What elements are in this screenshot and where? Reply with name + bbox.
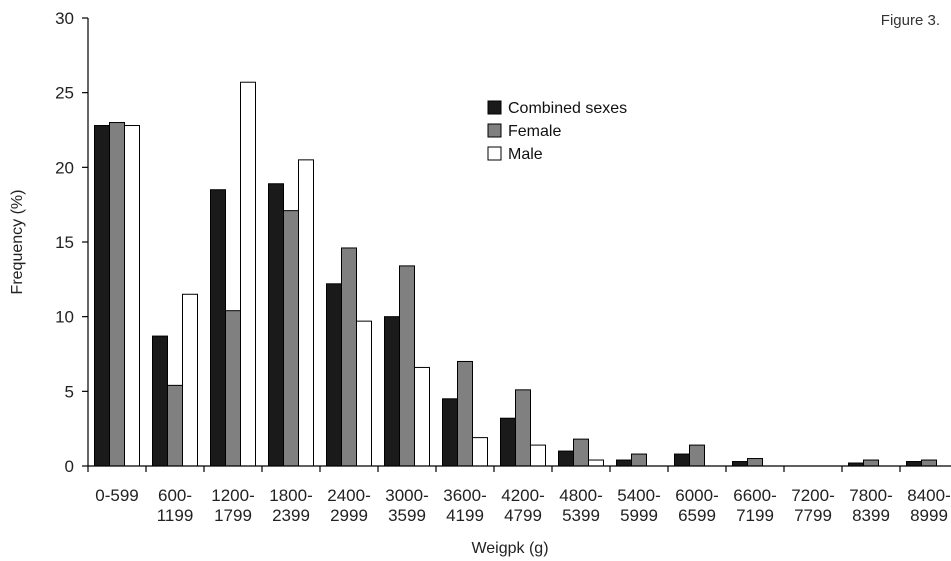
legend-label: Male xyxy=(508,146,543,163)
legend-swatch xyxy=(487,123,502,138)
x-tick-label: 7799 xyxy=(794,506,832,525)
bar xyxy=(689,444,705,467)
x-tick-label: 4199 xyxy=(446,506,484,525)
y-axis-title: Frequency (%) xyxy=(9,190,26,295)
bar xyxy=(210,189,226,467)
x-tick-label: 8399 xyxy=(852,506,890,525)
y-tick-label: 15 xyxy=(55,233,74,252)
bar xyxy=(530,444,546,467)
bar xyxy=(109,122,125,467)
x-tick-label: 5400- xyxy=(617,486,660,505)
y-tick-label: 30 xyxy=(55,9,74,28)
bar xyxy=(515,389,531,467)
x-tick-label: 7800- xyxy=(849,486,892,505)
bar xyxy=(167,384,183,467)
x-axis-title: Weigpk (g) xyxy=(471,540,548,557)
bar xyxy=(414,366,430,467)
y-axis: 0 5 10 15 20 25 30 xyxy=(55,9,89,476)
bar xyxy=(863,459,879,467)
bar xyxy=(500,417,516,467)
bar xyxy=(631,453,647,467)
bar xyxy=(558,450,574,467)
y-tick-label: 25 xyxy=(55,84,74,103)
x-tick-label: 600- xyxy=(158,486,192,505)
x-tick-label: 2999 xyxy=(330,506,368,525)
bar xyxy=(240,81,256,467)
bar xyxy=(442,398,458,467)
legend-label: Female xyxy=(508,123,561,140)
y-tick-label: 5 xyxy=(65,382,74,401)
x-tick-label: 3600- xyxy=(443,486,486,505)
x-tick-label: 1200- xyxy=(211,486,254,505)
x-tick-label: 0-599 xyxy=(95,486,138,505)
bar xyxy=(573,438,589,467)
x-tick-label: 4800- xyxy=(559,486,602,505)
bar xyxy=(399,265,415,467)
figure-label: Figure 3. xyxy=(881,12,940,29)
bar xyxy=(182,293,198,467)
bar xyxy=(921,459,937,467)
x-tick-label: 2399 xyxy=(272,506,310,525)
x-tick-label: 5399 xyxy=(562,506,600,525)
x-tick-label: 7199 xyxy=(736,506,774,525)
legend-label: Combined sexes xyxy=(508,100,627,117)
bar xyxy=(674,453,690,467)
x-tick-label: 8999 xyxy=(910,506,948,525)
bar xyxy=(225,310,241,467)
bar xyxy=(283,210,299,467)
x-tick-label: 8400- xyxy=(907,486,950,505)
bar xyxy=(588,459,604,467)
x-axis: 0-599 600-1199 1200-1799 1800-2399 2400-2999… xyxy=(87,465,951,525)
x-tick-label: 6600- xyxy=(733,486,776,505)
x-tick-label: 1799 xyxy=(214,506,252,525)
x-tick-label: 1199 xyxy=(157,506,194,525)
bar xyxy=(472,437,488,467)
bar xyxy=(341,247,357,467)
bar xyxy=(906,461,922,467)
x-tick-label: 5999 xyxy=(620,506,658,525)
bar xyxy=(747,458,763,467)
x-tick-label: 3000- xyxy=(385,486,428,505)
y-tick-label: 20 xyxy=(55,158,74,177)
legend-swatch xyxy=(487,146,502,161)
bar xyxy=(298,159,314,467)
x-tick-label: 6599 xyxy=(678,506,716,525)
x-tick-label: 2400- xyxy=(327,486,370,505)
legend: Combined sexes Female Male xyxy=(487,100,627,163)
bar xyxy=(356,320,372,467)
bar xyxy=(124,125,140,467)
bar xyxy=(326,283,342,467)
y-tick-label: 0 xyxy=(65,457,74,476)
x-tick-label: 4200- xyxy=(501,486,544,505)
x-tick-label: 4799 xyxy=(504,506,542,525)
x-tick-label: 7200- xyxy=(791,486,834,505)
bar xyxy=(384,316,400,467)
y-tick-label: 10 xyxy=(55,308,74,327)
legend-swatch xyxy=(487,100,502,115)
bar xyxy=(152,335,168,467)
bar xyxy=(94,125,110,467)
x-tick-label: 1800- xyxy=(269,486,312,505)
bar xyxy=(457,360,473,467)
bar xyxy=(616,459,632,467)
x-tick-label: 3599 xyxy=(388,506,426,525)
bar xyxy=(268,183,284,467)
bar xyxy=(732,461,748,467)
x-tick-label: 6000- xyxy=(675,486,718,505)
